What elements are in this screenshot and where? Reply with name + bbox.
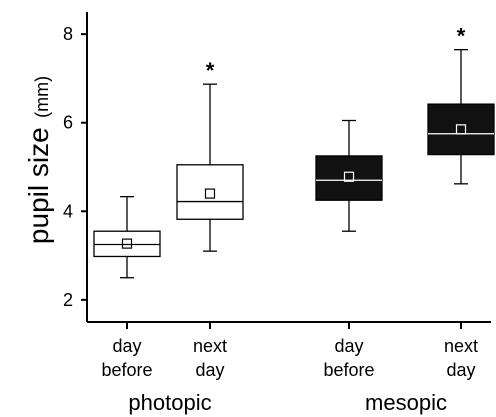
mean-marker: [455, 124, 467, 135]
x-category-label-4-line-1: next: [444, 336, 478, 356]
iqr-box: [176, 164, 244, 220]
significance-marker: *: [206, 58, 215, 83]
y-axis-label-unit: (mm): [32, 76, 52, 118]
box-photopic-day-before: [93, 196, 161, 279]
y-axis-label: pupil size (mm): [23, 76, 54, 244]
x-category-label-1-line-2: before: [101, 360, 152, 380]
x-category-label-3-line-1: day: [334, 336, 363, 356]
y-tick-label-6: 6: [63, 113, 73, 133]
x-category-label-2-line-2: day: [195, 360, 224, 380]
x-category-label-2-line-1: next: [193, 336, 227, 356]
x-category-label-4-line-2: day: [446, 360, 475, 380]
y-tick-label-4: 4: [63, 201, 73, 221]
labels: day before next day day before next day photopic…: [101, 336, 478, 415]
mean-marker: [121, 238, 133, 249]
y-tick-label-8: 8: [63, 24, 73, 44]
mean-marker: [343, 171, 355, 182]
iqr-box: [93, 230, 161, 258]
box-photopic-next-day: *: [176, 58, 244, 252]
x-category-label-1-line-1: day: [112, 336, 141, 356]
x-category-label-3-line-2: before: [323, 360, 374, 380]
box-mesopic-next-day: *: [427, 24, 495, 185]
y-axis-label-text: pupil size: [23, 127, 54, 244]
group-label-photopic: photopic: [128, 390, 211, 415]
significance-marker: *: [457, 24, 466, 49]
iqr-box: [427, 103, 495, 156]
box-mesopic-day-before: [315, 119, 383, 232]
group-label-mesopic: mesopic: [365, 390, 447, 415]
y-tick-label-2: 2: [63, 290, 73, 310]
mean-marker: [204, 188, 216, 199]
svg-text:pupil size (mm): pupil size (mm): [23, 76, 54, 244]
boxes: **: [93, 24, 495, 279]
axes: 2 4 6 8: [63, 12, 491, 329]
iqr-box: [315, 155, 383, 201]
